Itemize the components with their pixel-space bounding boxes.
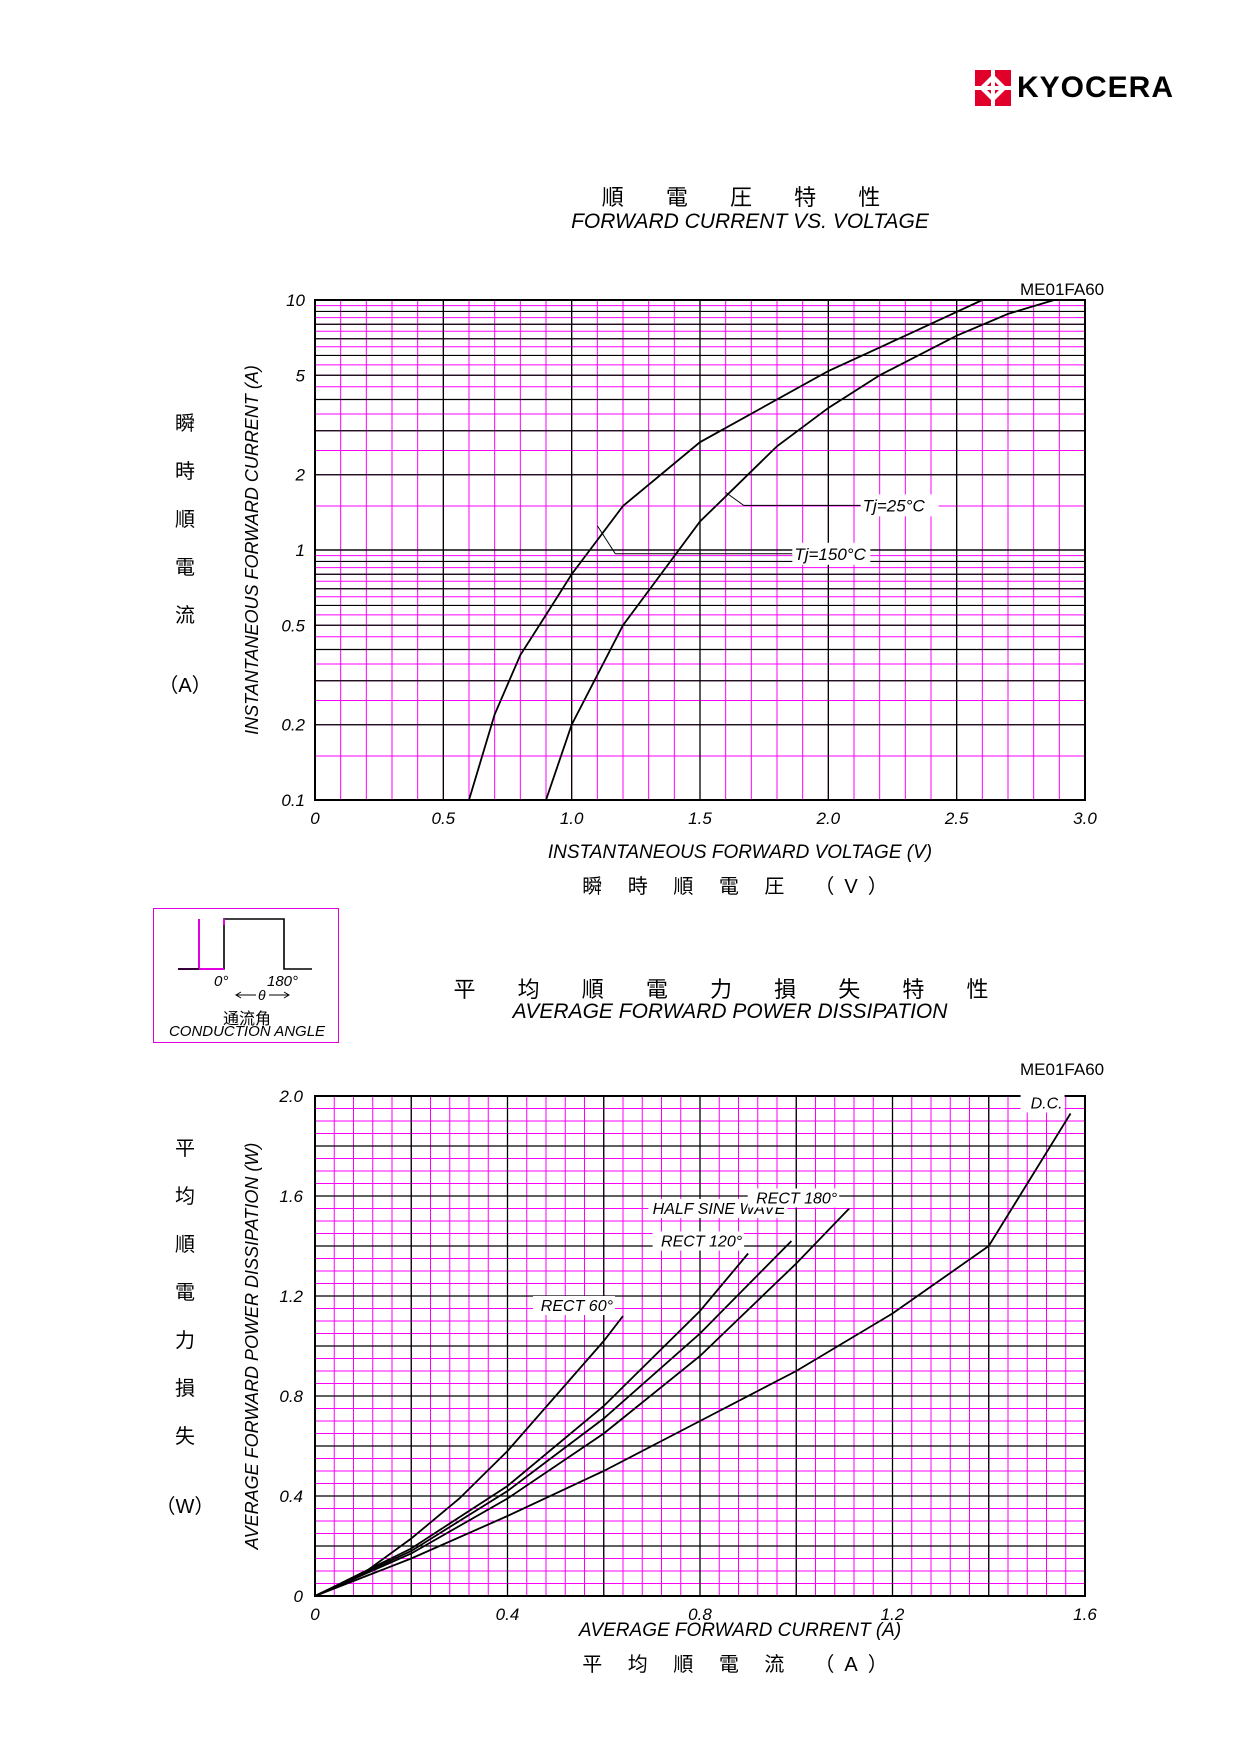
conduction-end-label: 180° bbox=[267, 973, 299, 990]
series-line bbox=[314, 1207, 850, 1597]
chart1-ylabel-jp: 瞬 時 順 電 流 （A） bbox=[158, 400, 215, 710]
chart1-title: 順 電 圧 特 性 bbox=[601, 185, 899, 210]
chart1-model: ME01FA60 bbox=[1020, 280, 1105, 299]
chart1-ylabel-jp-char: 瞬 bbox=[175, 413, 195, 435]
chart1-yunit-jp: （A） bbox=[158, 675, 212, 697]
x-tick-label: 0.5 bbox=[432, 809, 456, 828]
y-tick-label: 10 bbox=[286, 291, 305, 310]
chart2-average-forward-power-dissipation: 0 0.4 0.8 1.2 1.6 0 0.4 0.8 1.2 1.6 2.0 AVERAGE FOR… bbox=[242, 1087, 1097, 1620]
y-tick-label: 2 bbox=[295, 466, 306, 485]
annotation-bg bbox=[747, 1188, 840, 1208]
y-tick-label: 1 bbox=[296, 541, 305, 560]
chart2-ylabel-jp-char: 均 bbox=[175, 1186, 195, 1208]
chart2-ylabel-jp-char: 平 bbox=[175, 1138, 195, 1160]
annotation-bg bbox=[652, 1231, 745, 1251]
chart2-model: ME01FA60 bbox=[1020, 1060, 1105, 1079]
plot-frame bbox=[314, 299, 1086, 801]
chart2-ylabel-jp-char: 力 bbox=[175, 1330, 195, 1352]
brand-logo: KYOCERA bbox=[975, 70, 1174, 106]
chart2-ylabel-jp-char: 損 bbox=[175, 1378, 195, 1400]
y-tick-label: 0.1 bbox=[281, 791, 305, 810]
annotation-label: D.C. bbox=[1031, 1096, 1063, 1113]
series-line bbox=[545, 299, 1055, 801]
x-tick-label: 2.5 bbox=[944, 809, 969, 828]
chart2-subtitle: AVERAGE FORWARD POWER DISSIPATION bbox=[512, 1000, 948, 1023]
x-tick-label: 1.5 bbox=[688, 809, 712, 828]
chart2-xlabel: AVERAGE FORWARD CURRENT (A) bbox=[578, 1620, 902, 1641]
chart1-xlabel-jp: 瞬 時 順 電 圧 （V） bbox=[582, 876, 898, 898]
series-line bbox=[314, 1240, 793, 1597]
series-line bbox=[314, 1252, 749, 1597]
chart2-ylabel-jp-char: 失 bbox=[175, 1426, 195, 1448]
annotation-bg bbox=[792, 542, 871, 565]
annotation-label: RECT 120° bbox=[661, 1234, 743, 1251]
chart1-ylabel-jp-char: 流 bbox=[175, 605, 195, 627]
conduction-waveform-icon bbox=[178, 918, 312, 999]
y-axis-label: INSTANTANEOUS FORWARD CURRENT (A) bbox=[242, 365, 262, 735]
y-tick-label: 0.8 bbox=[279, 1387, 303, 1406]
x-tick-label: 1.6 bbox=[1073, 1605, 1097, 1620]
chart1-subtitle: FORWARD CURRENT VS. VOLTAGE bbox=[571, 210, 929, 233]
y-tick-label: 5 bbox=[296, 366, 306, 385]
conduction-en-label: CONDUCTION ANGLE bbox=[168, 1023, 326, 1040]
annotation-bg bbox=[860, 494, 939, 517]
conduction-start-label: 0° bbox=[214, 973, 229, 990]
chart2-xlabel-jp: 平 均 順 電 流 （A） bbox=[582, 1654, 898, 1676]
chart2-ylabel-jp-char: 電 bbox=[175, 1282, 195, 1304]
conduction-theta-label: θ bbox=[258, 987, 266, 1003]
x-tick-label: 0.4 bbox=[496, 1605, 520, 1620]
y-tick-label: 0.5 bbox=[281, 616, 305, 635]
chart2-ylabel-jp: 平 均 順 電 力 損 失 （W） bbox=[156, 1125, 215, 1531]
plot-frame bbox=[314, 1095, 1086, 1597]
chart1-ylabel-jp-char: 電 bbox=[175, 557, 195, 579]
annotation-label: RECT 60° bbox=[541, 1298, 614, 1315]
series-line bbox=[468, 299, 983, 801]
y-tick-label: 1.2 bbox=[279, 1287, 303, 1306]
chart2-yunit-jp: （W） bbox=[155, 1496, 215, 1518]
y-tick-label: 0.2 bbox=[281, 716, 305, 735]
annotation-label: RECT 180° bbox=[756, 1191, 838, 1208]
annotation-leader bbox=[596, 525, 616, 555]
x-tick-label: 1.0 bbox=[560, 809, 584, 828]
y-tick-label: 2.0 bbox=[278, 1087, 303, 1106]
chart2-ylabel-jp-char: 順 bbox=[175, 1234, 195, 1256]
annotation-bg bbox=[533, 1296, 615, 1315]
x-tick-label: 0 bbox=[310, 1605, 320, 1620]
series-line bbox=[314, 1113, 1072, 1597]
annotation-label: Tj=25°C bbox=[863, 496, 926, 515]
y-axis-label: AVERAGE FORWARD POWER DISSIPATION (W) bbox=[242, 1143, 262, 1551]
x-tick-label: 0 bbox=[310, 809, 320, 828]
kyocera-logo-icon bbox=[975, 70, 1011, 106]
chart1-ylabel-jp-char: 順 bbox=[175, 509, 195, 531]
brand-name: KYOCERA bbox=[1017, 71, 1175, 104]
y-tick-label: 0 bbox=[294, 1587, 304, 1606]
x-tick-label: 2.0 bbox=[816, 809, 841, 828]
y-tick-label: 0.4 bbox=[279, 1487, 303, 1506]
x-tick-label: 1.2 bbox=[881, 1605, 905, 1620]
conduction-angle-diagram: 0° 180° θ 通流角 CONDUCTION ANGLE bbox=[153, 908, 339, 1043]
chart1-xlabel: INSTANTANEOUS FORWARD VOLTAGE (V) bbox=[547, 842, 933, 863]
chart1-forward-current-vs-voltage: 0 0.5 1.0 1.5 2.0 2.5 3.0 0.1 0.2 0.5 1 2 5 10 INSTANT… bbox=[242, 291, 1097, 828]
chart2-title: 平 均 順 電 力 損 失 特 性 bbox=[453, 977, 1007, 1002]
chart1-ylabel-jp-char: 時 bbox=[175, 461, 195, 483]
conduction-jp-label: 通流角 bbox=[222, 1011, 271, 1028]
annotation-leader bbox=[725, 491, 744, 506]
x-tick-label: 3.0 bbox=[1073, 809, 1097, 828]
x-tick-label: 0.8 bbox=[688, 1605, 712, 1620]
annotation-bg bbox=[1020, 1093, 1065, 1113]
y-tick-label: 1.6 bbox=[279, 1187, 303, 1206]
annotation-label: Tj=150°C bbox=[794, 545, 866, 564]
